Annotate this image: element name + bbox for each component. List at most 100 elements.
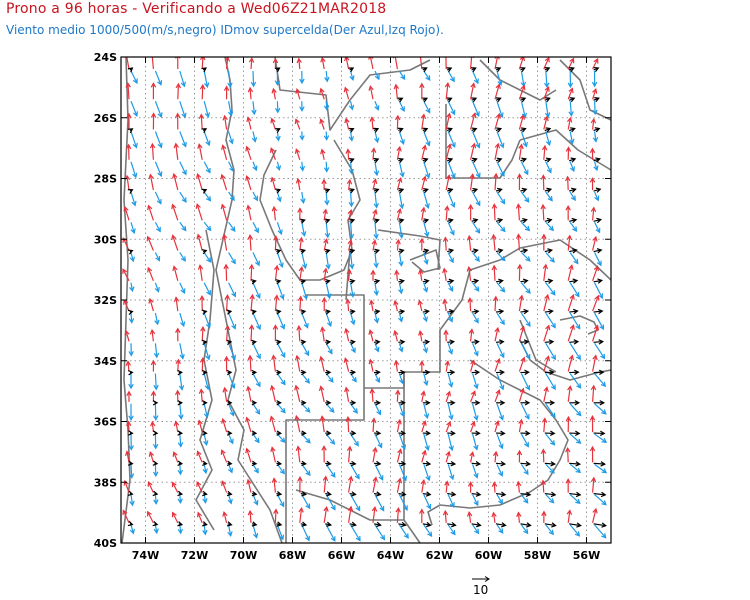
left-mover-arrow <box>590 117 597 130</box>
mean-wind-arrow <box>471 339 480 345</box>
left-mover-arrow <box>468 57 475 70</box>
left-mover-arrow <box>344 57 350 70</box>
right-mover-arrow <box>252 433 260 444</box>
right-mover-arrow <box>275 161 282 171</box>
mean-wind-arrow <box>127 128 134 134</box>
left-mover-arrow <box>372 178 378 191</box>
left-mover-arrow <box>298 266 304 281</box>
left-mover-arrow <box>273 294 280 312</box>
mean-wind-arrow <box>127 460 134 466</box>
left-mover-arrow <box>146 235 154 251</box>
right-mover-arrow <box>447 312 453 323</box>
right-mover-arrow <box>569 131 575 145</box>
right-mover-arrow <box>348 222 355 240</box>
left-mover-arrow <box>173 420 180 433</box>
left-mover-arrow <box>123 479 130 493</box>
mean-wind-arrow <box>251 400 258 406</box>
right-mover-arrow <box>130 222 136 235</box>
right-mover-arrow <box>179 191 187 203</box>
right-mover-arrow <box>324 222 331 239</box>
right-mover-arrow <box>228 433 234 445</box>
right-mover-arrow <box>130 101 139 117</box>
mean-wind-arrow <box>251 309 257 315</box>
mean-wind-arrow <box>544 430 556 437</box>
left-mover-arrow <box>196 233 203 251</box>
left-mover-arrow <box>491 481 498 493</box>
left-mover-arrow <box>271 205 278 221</box>
left-mover-arrow <box>368 85 374 100</box>
mean-wind-arrow <box>325 491 332 497</box>
left-mover-arrow <box>171 481 179 493</box>
right-mover-arrow <box>324 191 330 206</box>
right-mover-arrow <box>374 403 382 416</box>
right-mover-arrow <box>276 191 282 203</box>
left-mover-arrow <box>222 386 228 402</box>
left-mover-arrow <box>368 329 374 342</box>
right-mover-arrow <box>374 433 383 449</box>
left-mover-arrow <box>491 264 498 281</box>
right-mover-arrow <box>374 464 384 481</box>
left-mover-arrow <box>272 324 279 342</box>
right-mover-arrow <box>228 312 237 330</box>
left-mover-arrow <box>150 82 157 100</box>
mean-wind-arrow <box>202 369 208 376</box>
left-mover-arrow <box>273 235 279 251</box>
left-mover-arrow <box>150 359 157 372</box>
left-mover-arrow <box>319 415 326 433</box>
right-mover-arrow <box>422 282 429 293</box>
mean-wind-arrow <box>593 97 600 103</box>
lon-tick-label: 66W <box>328 549 355 562</box>
mean-wind-arrow <box>544 67 551 73</box>
mean-wind-arrow <box>324 188 331 194</box>
left-mover-arrow <box>294 354 301 372</box>
right-mover-arrow <box>228 373 236 390</box>
right-mover-arrow <box>301 282 309 300</box>
right-mover-arrow <box>203 221 212 232</box>
left-mover-arrow <box>542 263 549 281</box>
left-mover-arrow <box>493 172 499 191</box>
mean-wind-arrow <box>127 520 134 527</box>
right-mover-arrow <box>179 252 186 262</box>
mean-wind-arrow <box>325 400 332 406</box>
left-mover-arrow <box>171 234 179 251</box>
wind-vectors <box>122 57 608 542</box>
right-mover-arrow <box>203 403 210 419</box>
right-mover-arrow <box>472 464 479 479</box>
right-mover-arrow <box>374 524 386 541</box>
left-mover-arrow <box>466 511 473 523</box>
right-mover-arrow <box>594 463 608 474</box>
right-mover-arrow <box>496 221 506 233</box>
right-mover-arrow <box>276 312 286 330</box>
mean-wind-arrow <box>569 248 578 254</box>
right-mover-arrow <box>349 252 355 270</box>
left-mover-arrow <box>395 389 401 402</box>
right-mover-arrow <box>472 70 479 85</box>
right-mover-arrow <box>447 433 454 452</box>
right-mover-arrow <box>520 191 530 203</box>
mean-wind-arrow <box>422 127 429 133</box>
left-mover-arrow <box>445 420 452 433</box>
mean-wind-arrow <box>201 339 208 346</box>
mean-wind-arrow <box>349 218 356 224</box>
left-mover-arrow <box>567 354 575 372</box>
right-mover-arrow <box>228 403 235 417</box>
right-mover-arrow <box>374 70 380 81</box>
right-mover-arrow <box>496 70 503 86</box>
right-mover-arrow <box>154 191 162 205</box>
left-mover-arrow <box>245 145 252 160</box>
right-mover-arrow <box>276 252 284 269</box>
left-mover-arrow <box>592 354 598 372</box>
right-mover-arrow <box>520 463 529 476</box>
left-mover-arrow <box>417 299 423 312</box>
mean-wind-arrow <box>447 400 456 406</box>
left-mover-arrow <box>445 450 451 463</box>
left-mover-arrow <box>174 389 181 402</box>
right-mover-arrow <box>276 463 285 475</box>
left-mover-arrow <box>592 235 598 251</box>
left-mover-arrow <box>175 327 181 342</box>
left-mover-arrow <box>470 142 477 160</box>
right-mover-arrow <box>373 222 379 240</box>
lon-tick-label: 68W <box>279 549 306 562</box>
left-mover-arrow <box>271 87 277 100</box>
right-mover-arrow <box>177 434 184 448</box>
